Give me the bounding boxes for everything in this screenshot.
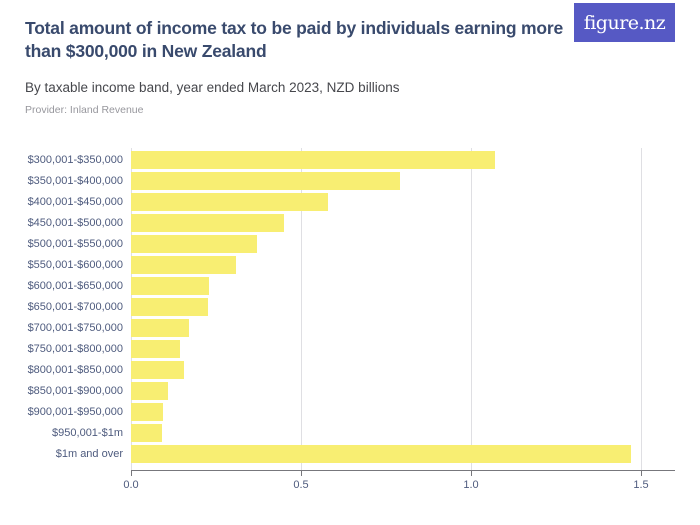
bar[interactable] <box>131 361 184 379</box>
bar[interactable] <box>131 151 495 169</box>
bar-row: $900,001-$950,000 <box>0 403 700 421</box>
bar[interactable] <box>131 193 329 211</box>
category-label: $300,001-$350,000 <box>27 154 123 166</box>
category-label: $700,001-$750,000 <box>27 322 123 334</box>
bar-row: $350,001-$400,000 <box>0 172 700 190</box>
bar[interactable] <box>131 277 210 295</box>
category-label: $500,001-$550,000 <box>27 238 123 250</box>
bar[interactable] <box>131 382 169 400</box>
gridline <box>471 148 472 470</box>
figurenz-logo-text: figure.nz <box>583 11 666 34</box>
axis-tick-label: 1.0 <box>463 479 479 491</box>
axis-tick-label: 1.5 <box>633 479 649 491</box>
bar[interactable] <box>131 403 164 421</box>
bar[interactable] <box>131 319 189 337</box>
bar-row: $500,001-$550,000 <box>0 235 700 253</box>
gridline <box>641 148 642 470</box>
bar-row: $950,001-$1m <box>0 424 700 442</box>
bar-row: $300,001-$350,000 <box>0 151 700 169</box>
category-label: $900,001-$950,000 <box>27 406 123 418</box>
category-label: $800,001-$850,000 <box>27 364 123 376</box>
x-axis-line <box>131 470 675 471</box>
bar[interactable] <box>131 298 208 316</box>
bar-row: $650,001-$700,000 <box>0 298 700 316</box>
category-label: $550,001-$600,000 <box>27 259 123 271</box>
bar[interactable] <box>131 235 257 253</box>
bar-row: $1m and over <box>0 445 700 463</box>
bar-chart: $300,001-$350,000 $350,001-$400,000 $400… <box>0 148 700 508</box>
bar[interactable] <box>131 214 284 232</box>
bar-row: $750,001-$800,000 <box>0 340 700 358</box>
category-label: $350,001-$400,000 <box>27 175 123 187</box>
bar-row: $800,001-$850,000 <box>0 361 700 379</box>
axis-tick <box>471 471 472 476</box>
bar-row: $600,001-$650,000 <box>0 277 700 295</box>
axis-tick-label: 0.5 <box>293 479 309 491</box>
provider-label: Provider: Inland Revenue <box>25 104 144 116</box>
bar-row: $400,001-$450,000 <box>0 193 700 211</box>
chart-title: Total amount of income tax to be paid by… <box>25 18 563 61</box>
figurenz-logo[interactable]: figure.nz <box>574 3 675 42</box>
category-label: $450,001-$500,000 <box>27 217 123 229</box>
bar[interactable] <box>131 256 237 274</box>
bar[interactable] <box>131 445 631 463</box>
category-label: $650,001-$700,000 <box>27 301 123 313</box>
bar[interactable] <box>131 340 181 358</box>
chart-subtitle: By taxable income band, year ended March… <box>25 80 400 95</box>
bar[interactable] <box>131 424 162 442</box>
category-label: $600,001-$650,000 <box>27 280 123 292</box>
bar-row: $550,001-$600,000 <box>0 256 700 274</box>
bar-row: $700,001-$750,000 <box>0 319 700 337</box>
bar-row: $450,001-$500,000 <box>0 214 700 232</box>
axis-tick <box>131 471 132 476</box>
category-label: $1m and over <box>55 448 123 460</box>
gridline <box>301 148 302 470</box>
bar-row: $850,001-$900,000 <box>0 382 700 400</box>
bar[interactable] <box>131 172 400 190</box>
axis-tick <box>301 471 302 476</box>
category-label: $400,001-$450,000 <box>27 196 123 208</box>
axis-tick <box>641 471 642 476</box>
category-label: $850,001-$900,000 <box>27 385 123 397</box>
axis-tick-label: 0.0 <box>123 479 139 491</box>
category-label: $750,001-$800,000 <box>27 343 123 355</box>
category-label: $950,001-$1m <box>52 427 123 439</box>
